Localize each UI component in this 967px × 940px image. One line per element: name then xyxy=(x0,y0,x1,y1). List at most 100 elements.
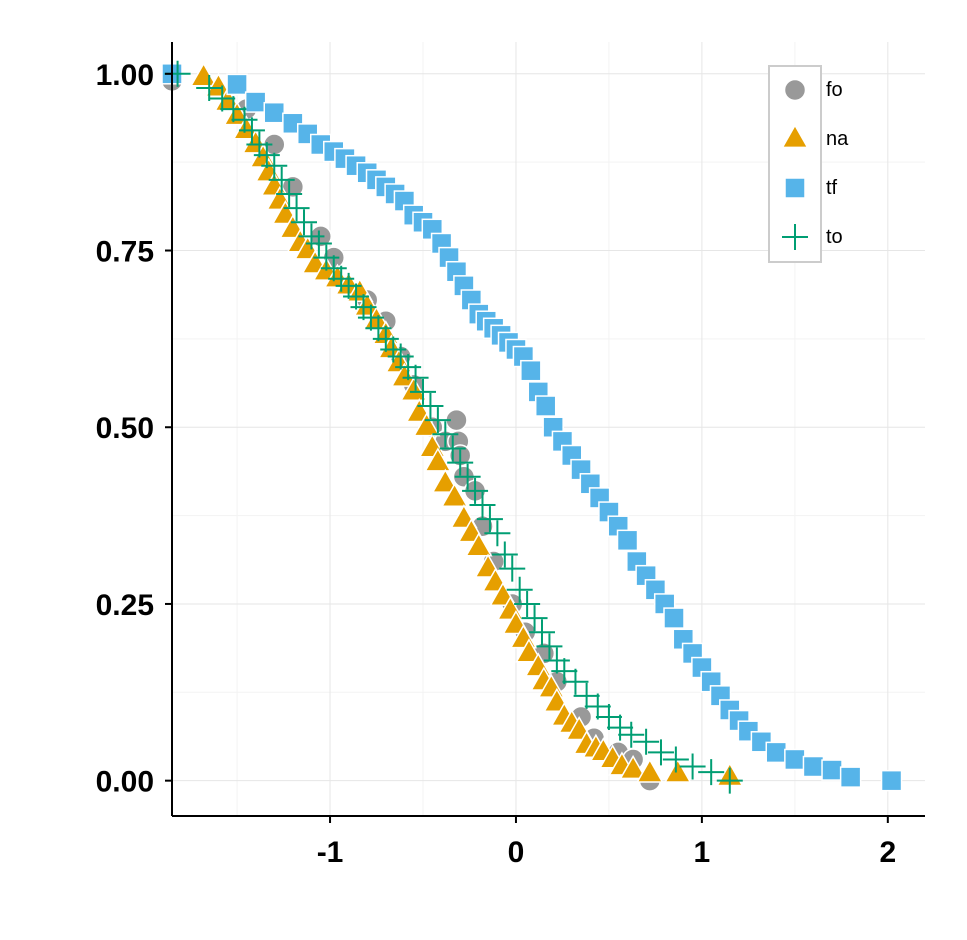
point-to xyxy=(618,721,645,748)
legend-label-tf: tf xyxy=(826,177,838,199)
point-to xyxy=(328,265,355,292)
point-to xyxy=(387,343,414,370)
point-to xyxy=(395,354,422,381)
y-tick-label: 0.00 xyxy=(96,766,154,799)
point-to xyxy=(320,255,347,282)
point-na xyxy=(663,758,692,783)
major-grid xyxy=(172,42,925,816)
point-tf xyxy=(821,759,843,781)
point-to xyxy=(469,491,496,518)
point-to xyxy=(372,325,399,352)
point-tf xyxy=(226,73,248,96)
point-to xyxy=(291,209,318,236)
y-tick-label: 0.75 xyxy=(96,236,154,269)
x-tick-label: 1 xyxy=(694,836,711,869)
point-to xyxy=(357,304,384,331)
legend-key-tf xyxy=(784,177,806,199)
point-na xyxy=(412,412,441,437)
legend-label-na: na xyxy=(826,128,849,150)
point-tf xyxy=(880,769,903,792)
point-tf xyxy=(520,359,542,382)
legend-key-to xyxy=(782,224,808,250)
y-tick-label: 1.00 xyxy=(96,59,154,92)
x-tick-label: 0 xyxy=(508,836,525,869)
point-to xyxy=(343,283,370,310)
point-to xyxy=(521,605,548,632)
axes xyxy=(171,42,925,817)
point-to xyxy=(380,336,407,363)
legend-key-na xyxy=(781,123,809,149)
point-to xyxy=(402,364,429,391)
point-tf xyxy=(534,395,557,417)
y-tick-label: 0.50 xyxy=(96,412,154,445)
point-na xyxy=(431,468,460,493)
point-to xyxy=(196,74,223,101)
point-tf xyxy=(784,748,806,771)
point-na xyxy=(515,638,543,663)
point-tf xyxy=(663,607,685,629)
point-to xyxy=(231,106,258,133)
point-to xyxy=(447,449,474,476)
point-to xyxy=(253,142,280,169)
series-tf xyxy=(161,63,903,792)
point-to xyxy=(551,658,578,685)
point-na xyxy=(464,532,493,557)
point-to xyxy=(543,647,570,674)
point-to xyxy=(439,435,466,462)
point-na xyxy=(399,376,428,402)
point-na xyxy=(353,291,382,317)
point-to xyxy=(424,407,451,434)
point-tf xyxy=(616,529,639,552)
point-to xyxy=(238,117,265,144)
point-na xyxy=(636,758,664,783)
point-to xyxy=(410,378,436,405)
point-to xyxy=(432,421,459,448)
point-to xyxy=(365,315,392,342)
point-to xyxy=(276,180,303,207)
point-na xyxy=(440,482,469,508)
point-to xyxy=(261,152,288,179)
point-to xyxy=(647,739,674,766)
point-to xyxy=(514,590,541,617)
point-to xyxy=(573,682,600,709)
point-to xyxy=(246,131,273,158)
point-to xyxy=(662,746,689,773)
legend-label-to: to xyxy=(826,226,843,248)
point-to xyxy=(220,96,247,123)
point-tf xyxy=(765,741,788,764)
point-to xyxy=(476,506,503,533)
point-to xyxy=(283,195,310,222)
point-to xyxy=(679,753,706,780)
point-to xyxy=(305,230,332,257)
point-to xyxy=(506,576,533,603)
point-na xyxy=(424,447,452,472)
point-to xyxy=(454,463,481,490)
legend: fo na tf to xyxy=(768,65,849,263)
plot-points xyxy=(160,60,903,794)
point-to xyxy=(584,693,611,720)
point-to xyxy=(698,759,725,786)
point-to xyxy=(350,294,377,321)
series-to xyxy=(164,60,743,794)
point-tf xyxy=(263,101,286,124)
x-tick-label: 2 xyxy=(879,836,896,869)
point-to xyxy=(491,541,518,568)
point-na xyxy=(390,362,419,387)
point-to xyxy=(528,619,555,646)
point-to xyxy=(268,166,295,193)
point-to xyxy=(209,85,236,112)
point-to xyxy=(633,728,660,755)
point-tf xyxy=(802,755,825,778)
point-to xyxy=(562,668,589,695)
point-to xyxy=(335,272,362,299)
point-to xyxy=(484,520,511,547)
point-to xyxy=(499,555,526,582)
point-to xyxy=(298,223,325,250)
point-to xyxy=(536,633,563,660)
y-tick-label: 0.25 xyxy=(96,589,154,622)
series-fo xyxy=(160,69,662,792)
point-to xyxy=(607,714,634,741)
legend-label-fo: fo xyxy=(826,79,843,101)
point-na xyxy=(204,72,233,98)
